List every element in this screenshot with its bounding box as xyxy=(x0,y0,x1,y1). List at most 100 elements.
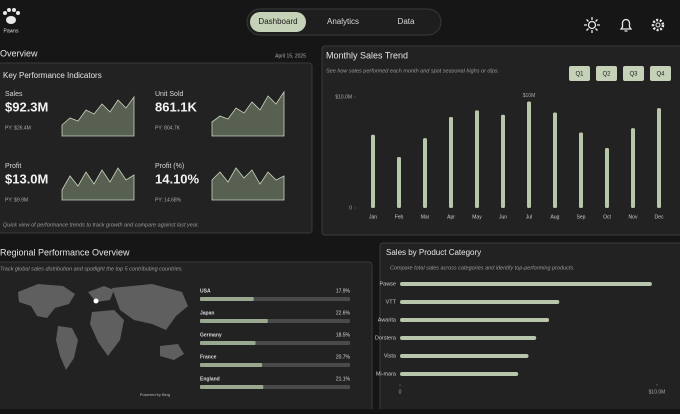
nav-item[interactable]: Data xyxy=(398,17,415,26)
nav-active xyxy=(250,12,306,32)
continent xyxy=(90,310,124,356)
bar xyxy=(397,156,401,208)
bar xyxy=(400,372,519,376)
kpi-value: $92.3M xyxy=(5,99,48,114)
panel-title: Sales by Product Category xyxy=(386,248,481,257)
kpi-py: PY: 804.7K xyxy=(155,125,181,131)
y-tick-label: 0 xyxy=(349,205,352,211)
paw-toe xyxy=(7,8,11,12)
quarter-button[interactable] xyxy=(650,66,671,81)
country-name: Germany xyxy=(200,332,222,338)
country-name: France xyxy=(200,354,217,360)
x-tick-label: Aug xyxy=(551,214,560,220)
sparkline-area xyxy=(61,167,135,201)
panel-subtitle: Compare total sales across categories an… xyxy=(390,265,575,271)
nav-item[interactable]: Dashboard xyxy=(258,17,297,26)
bar xyxy=(657,108,661,208)
quarter-button[interactable] xyxy=(569,66,590,81)
gear-hole xyxy=(655,22,661,28)
bar xyxy=(400,282,652,286)
x-tick-label: $10.0M xyxy=(649,389,666,395)
category-label: VTT xyxy=(386,299,397,305)
category-label: Awarita xyxy=(378,317,397,323)
continent xyxy=(56,326,78,370)
quarter-button[interactable] xyxy=(623,66,644,81)
continent xyxy=(88,286,114,302)
category-label: Pawse xyxy=(379,281,396,287)
bar xyxy=(579,132,583,208)
bar xyxy=(501,114,505,208)
sparkline-area xyxy=(211,90,285,137)
sun-rays xyxy=(584,17,600,33)
kpi-label: Profit (%) xyxy=(155,163,184,170)
kpi-value: 14.10% xyxy=(155,171,200,186)
logo-text: Pawns xyxy=(3,28,19,34)
progress-fill xyxy=(200,319,268,323)
bar xyxy=(527,101,531,208)
continent xyxy=(160,344,184,360)
bar xyxy=(400,336,537,340)
sun xyxy=(587,20,597,30)
panel-title: Monthly Sales Trend xyxy=(326,50,408,60)
panel-subtitle: See how sales performed each month and s… xyxy=(326,68,499,74)
kpi-label: Unit Sold xyxy=(155,91,184,98)
theme-icon[interactable] xyxy=(584,17,600,33)
progress-fill xyxy=(200,385,264,389)
section-title: Regional Performance Overview xyxy=(0,247,130,257)
category-label: Vista xyxy=(384,353,397,359)
quarter-label[interactable]: Q3 xyxy=(629,72,638,78)
x-tick-label: 0 xyxy=(399,389,402,395)
nav-item[interactable]: Analytics xyxy=(327,17,359,26)
category-label: Mi-mara xyxy=(376,371,397,377)
country-name: USA xyxy=(200,288,211,294)
quarter-label[interactable]: Q1 xyxy=(575,72,584,78)
quarter-label[interactable]: Q4 xyxy=(656,72,665,78)
country-bars: USA 17.9% Japan 22.6% Germany 18.5% France 20.7… xyxy=(200,288,351,389)
bar xyxy=(475,110,479,208)
map-credit: Powered by Bing xyxy=(140,392,170,397)
bar xyxy=(400,354,529,358)
kpi-py: PY: $9.9M xyxy=(5,197,28,203)
data-label: $10M xyxy=(523,93,536,99)
sparkline-area xyxy=(211,167,285,201)
paw-toe xyxy=(3,11,7,15)
country-value: 21.1% xyxy=(336,376,351,382)
x-tick-label: May xyxy=(472,214,482,220)
continent xyxy=(18,284,75,318)
kpi-panel xyxy=(0,62,313,234)
bell-icon[interactable] xyxy=(619,18,633,32)
x-tick-label: Jan xyxy=(369,214,377,220)
sparkline-area xyxy=(61,95,135,137)
panel-subtitle: Track global sales distribution and spot… xyxy=(0,266,183,272)
country-value: 17.9% xyxy=(336,288,351,294)
progress-fill xyxy=(200,341,256,345)
category-label: Dorstera xyxy=(375,335,397,341)
bar xyxy=(605,148,609,208)
country-value: 20.7% xyxy=(336,354,351,360)
continent xyxy=(112,284,188,330)
quarter-button[interactable] xyxy=(596,66,617,81)
bar xyxy=(423,138,427,208)
x-tick-label: Mar xyxy=(421,214,430,220)
kpi-label: Sales xyxy=(5,91,23,98)
x-tick-label: Nov xyxy=(629,214,638,220)
world-map xyxy=(18,284,188,370)
settings-icon[interactable] xyxy=(651,18,665,32)
x-tick-label: Jun xyxy=(499,214,507,220)
kpi-py: PY: 14.68% xyxy=(155,197,182,203)
paw-toe xyxy=(16,11,20,15)
product-chart: Pawse VTT Awarita Dorstera Vista Mi-mara 0 $10.… xyxy=(375,281,665,395)
paw-pad xyxy=(6,16,16,24)
x-tick-label: Oct xyxy=(603,214,611,220)
map-highlight xyxy=(93,298,99,304)
country-value: 22.6% xyxy=(336,310,351,316)
x-tick-label: Sep xyxy=(577,214,586,220)
x-tick-label: Feb xyxy=(395,214,404,220)
bar xyxy=(553,112,557,208)
bar xyxy=(371,134,375,208)
country-value: 18.5% xyxy=(336,332,351,338)
country-name: Japan xyxy=(200,310,214,316)
quarter-label[interactable]: Q2 xyxy=(602,72,611,78)
y-tick-label: $10.0M xyxy=(335,94,352,100)
